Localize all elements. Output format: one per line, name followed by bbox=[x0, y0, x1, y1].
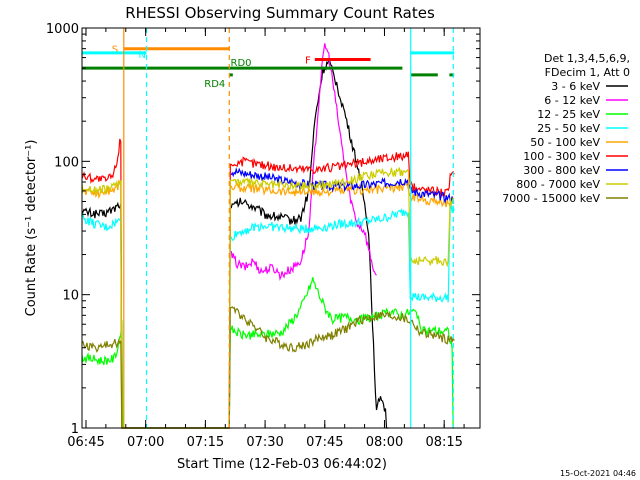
flag-label-rd0: RD0 bbox=[231, 58, 252, 69]
legend: Det 1,3,4,5,6,9,FDecim 1, Att 03 - 6 keV… bbox=[502, 52, 630, 205]
x-tick-label: 08:00 bbox=[366, 435, 403, 450]
legend-header-line-0: Det 1,3,4,5,6,9, bbox=[544, 52, 630, 65]
series-line-300-800-kev bbox=[230, 167, 455, 205]
y-tick-label: 100 bbox=[54, 155, 79, 170]
y-tick-label: 1000 bbox=[46, 22, 79, 37]
legend-label-3-6-kev: 3 - 6 keV bbox=[551, 80, 600, 93]
flag-label-rd4: RD4 bbox=[204, 79, 225, 90]
series-line-6-12-kev bbox=[230, 43, 377, 282]
x-tick-label: 06:45 bbox=[67, 435, 104, 450]
plot-frame bbox=[81, 27, 481, 429]
y-tick-label: 1 bbox=[71, 422, 79, 437]
legend-label-7000-15000-kev: 7000 - 15000 keV bbox=[502, 192, 600, 205]
legend-header-line-1: FDecim 1, Att 0 bbox=[545, 66, 630, 79]
flag-label-s: S bbox=[112, 45, 118, 56]
vline-layer bbox=[123, 28, 454, 428]
x-tick-label: 08:15 bbox=[425, 435, 462, 450]
y-axis-label: Count Rate (s⁻¹ detector⁻¹) bbox=[24, 140, 39, 317]
legend-label-800-7000-kev: 800 - 7000 keV bbox=[516, 178, 600, 191]
legend-label-12-25-kev: 12 - 25 keV bbox=[537, 108, 600, 121]
flag-label-f: F bbox=[305, 56, 311, 67]
timestamp-label: 15-Oct-2021 04:46 bbox=[560, 469, 636, 478]
legend-label-50-100-kev: 50 - 100 keV bbox=[530, 136, 600, 149]
legend-label-300-800-kev: 300 - 800 keV bbox=[523, 164, 600, 177]
x-axis-label: Start Time (12-Feb-03 06:44:02) bbox=[177, 457, 387, 472]
flag-label-n: N bbox=[139, 50, 146, 61]
chart-title: RHESSI Observing Summary Count Rates bbox=[125, 4, 435, 22]
x-tick-label: 07:45 bbox=[306, 435, 343, 450]
legend-label-100-300-kev: 100 - 300 keV bbox=[523, 150, 600, 163]
flag-layer: S N F RD0 RD4 bbox=[82, 45, 455, 90]
axis-layer: 1 10 100 1000 06:45 07:00 07:15 07:30 07:45 08:00… bbox=[46, 22, 480, 450]
legend-label-25-50-kev: 25 - 50 keV bbox=[537, 122, 600, 135]
y-tick-label: 10 bbox=[62, 289, 79, 304]
x-tick-label: 07:00 bbox=[127, 435, 164, 450]
x-tick-label: 07:30 bbox=[246, 435, 283, 450]
legend-label-6-12-kev: 6 - 12 keV bbox=[544, 94, 600, 107]
x-tick-label: 07:15 bbox=[187, 435, 224, 450]
